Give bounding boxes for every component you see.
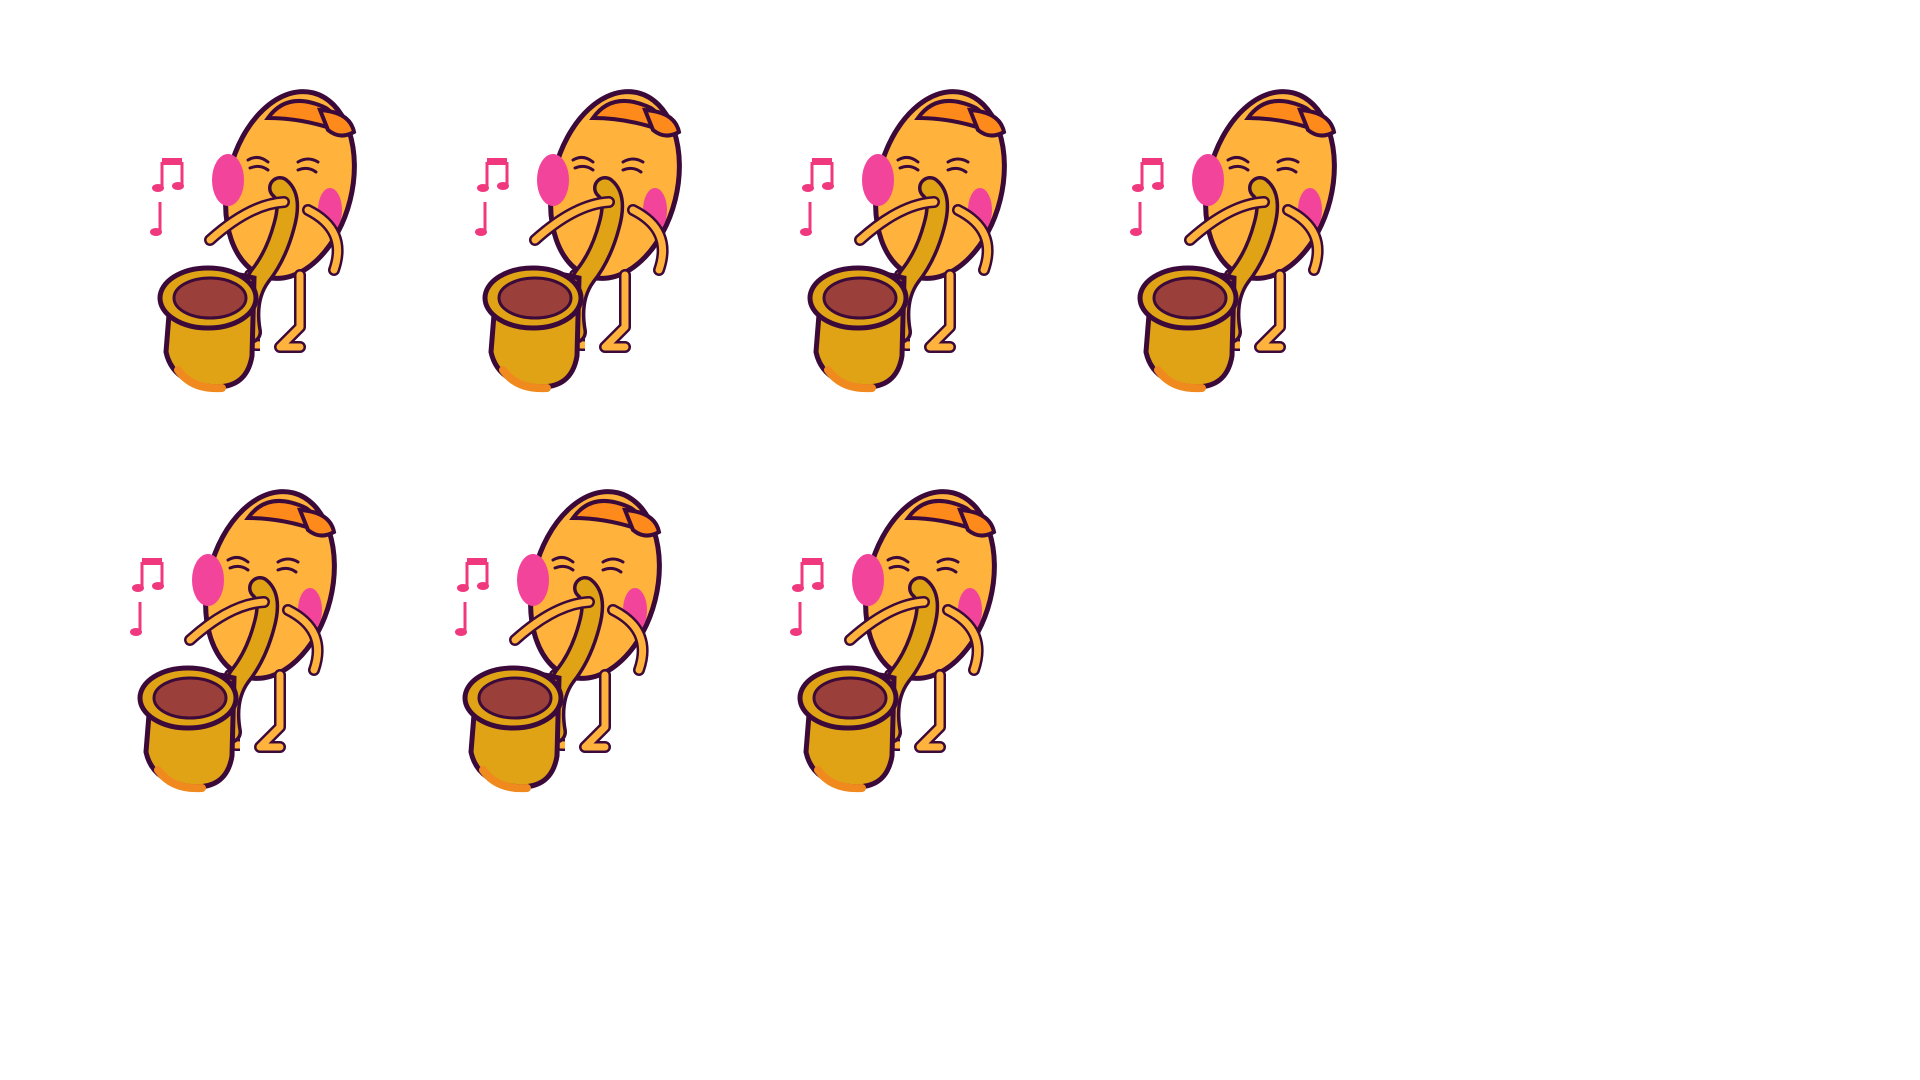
music-note-icon xyxy=(150,158,184,236)
cap xyxy=(1244,99,1337,138)
saxophone xyxy=(1137,176,1280,393)
cap xyxy=(569,499,662,538)
cap xyxy=(904,499,997,538)
arms xyxy=(844,596,984,676)
music-note-icon xyxy=(790,558,824,636)
sprite-frame-4 xyxy=(1110,70,1410,450)
closed-eyes xyxy=(896,155,970,174)
cap xyxy=(589,99,682,138)
music-note-icon xyxy=(1130,158,1164,236)
closed-eyes xyxy=(1226,155,1300,174)
arms xyxy=(509,596,649,676)
sprite-frame-3 xyxy=(780,70,1080,450)
music-note-icon xyxy=(455,558,489,636)
sprite-frame-2 xyxy=(455,70,755,450)
arms xyxy=(184,596,324,676)
cap xyxy=(914,99,1007,138)
saxophone xyxy=(462,576,605,793)
closed-eyes xyxy=(226,555,300,574)
closed-eyes xyxy=(551,555,625,574)
sprite-frame-6 xyxy=(435,470,735,850)
closed-eyes xyxy=(246,155,320,174)
arms xyxy=(1184,196,1324,276)
closed-eyes xyxy=(886,555,960,574)
saxophone xyxy=(807,176,950,393)
music-note-icon xyxy=(475,158,509,236)
sprite-frame-1 xyxy=(130,70,430,450)
music-note-icon xyxy=(800,158,834,236)
arms xyxy=(529,196,669,276)
closed-eyes xyxy=(571,155,645,174)
sprite-frame-5 xyxy=(110,470,410,850)
cap xyxy=(244,499,337,538)
sprite-frame-7 xyxy=(770,470,1070,850)
music-note-icon xyxy=(130,558,164,636)
arms xyxy=(204,196,344,276)
arms xyxy=(854,196,994,276)
saxophone xyxy=(797,576,940,793)
cap xyxy=(264,99,357,138)
